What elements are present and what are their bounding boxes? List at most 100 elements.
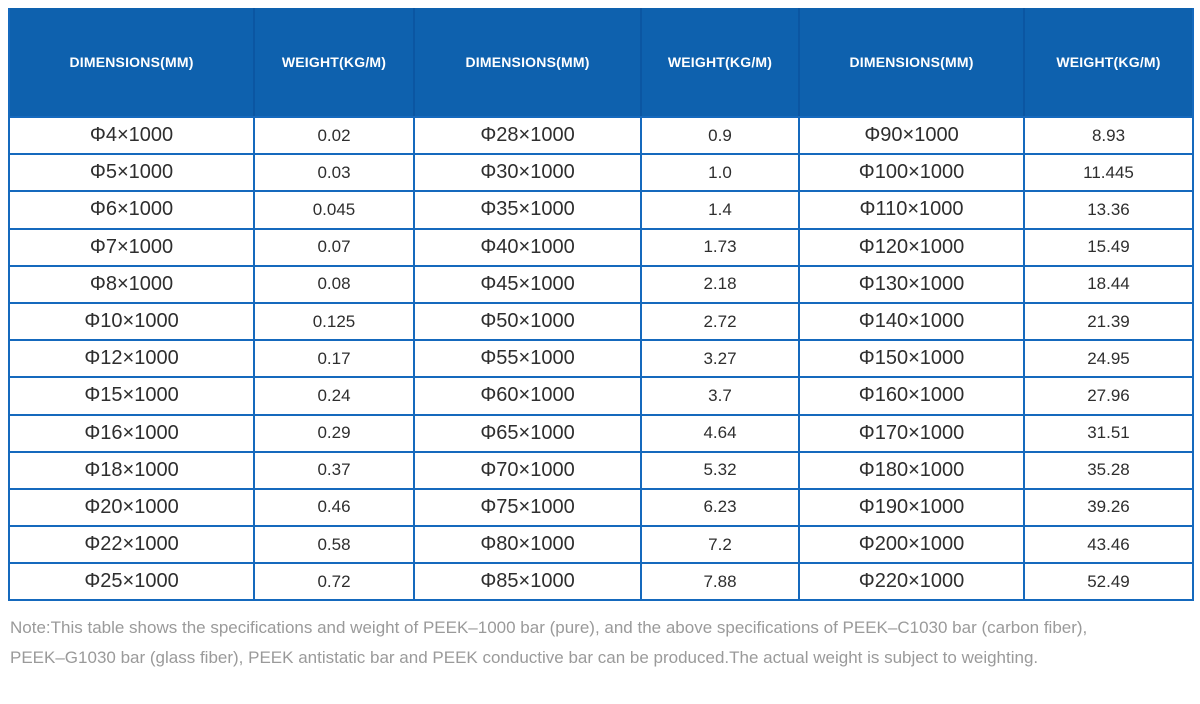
table-row: Φ12×1000 0.17 Φ55×1000 3.27 Φ150×1000 24.95	[8, 339, 1194, 379]
weight-cell: 31.51	[1023, 413, 1194, 453]
weight-cell: 1.0	[640, 153, 800, 193]
weight-cell: 1.73	[640, 227, 800, 267]
table-row: Φ8×1000 0.08 Φ45×1000 2.18 Φ130×1000 18.44	[8, 264, 1194, 304]
weight-cell: 0.24	[253, 376, 415, 416]
weight-cell: 18.44	[1023, 264, 1194, 304]
dimension-cell: Φ220×1000	[798, 562, 1025, 602]
table-row: Φ6×1000 0.045 Φ35×1000 1.4 Φ110×1000 13.36	[8, 190, 1194, 230]
weight-cell: 0.72	[253, 562, 415, 602]
weight-cell: 43.46	[1023, 525, 1194, 565]
weight-cell: 15.49	[1023, 227, 1194, 267]
table-row: Φ5×1000 0.03 Φ30×1000 1.0 Φ100×1000 11.445	[8, 153, 1194, 193]
dimension-cell: Φ7×1000	[8, 227, 255, 267]
dimension-cell: Φ10×1000	[8, 301, 255, 342]
weight-cell: 0.125	[253, 301, 415, 342]
weight-cell: 1.4	[640, 190, 800, 230]
table-header: DIMENSIONS(MM) WEIGHT(KG/M) DIMENSIONS(M…	[9, 8, 1193, 118]
weight-cell: 7.2	[640, 525, 800, 565]
dimension-cell: Φ20×1000	[8, 487, 255, 528]
weight-cell: 3.27	[640, 339, 800, 379]
weight-cell: 0.9	[640, 115, 800, 156]
dimension-cell: Φ180×1000	[798, 450, 1025, 490]
spec-table: DIMENSIONS(MM) WEIGHT(KG/M) DIMENSIONS(M…	[8, 8, 1194, 602]
weight-cell: 0.37	[253, 450, 415, 490]
dimension-cell: Φ22×1000	[8, 525, 255, 565]
dimension-cell: Φ190×1000	[798, 487, 1025, 528]
weight-cell: 24.95	[1023, 339, 1194, 379]
dimension-cell: Φ90×1000	[798, 115, 1025, 156]
weight-cell: 13.36	[1023, 190, 1194, 230]
dimension-cell: Φ170×1000	[798, 413, 1025, 453]
weight-cell: 0.02	[253, 115, 415, 156]
table-row: Φ22×1000 0.58 Φ80×1000 7.2 Φ200×1000 43.46	[8, 525, 1194, 565]
weight-cell: 0.17	[253, 339, 415, 379]
weight-cell: 5.32	[640, 450, 800, 490]
weight-cell: 0.58	[253, 525, 415, 565]
weight-cell: 21.39	[1023, 301, 1194, 342]
header-row: DIMENSIONS(MM) WEIGHT(KG/M) DIMENSIONS(M…	[9, 8, 1193, 118]
dimension-cell: Φ45×1000	[413, 264, 642, 304]
dimension-cell: Φ35×1000	[413, 190, 642, 230]
header-dimensions-1: DIMENSIONS(MM)	[9, 8, 254, 118]
dimension-cell: Φ75×1000	[413, 487, 642, 528]
dimension-cell: Φ12×1000	[8, 339, 255, 379]
header-dimensions-3: DIMENSIONS(MM)	[798, 8, 1024, 118]
weight-cell: 6.23	[640, 487, 800, 528]
table-row: Φ20×1000 0.46 Φ75×1000 6.23 Φ190×1000 39.26	[8, 487, 1194, 528]
table-row: Φ4×1000 0.02 Φ28×1000 0.9 Φ90×1000 8.93	[8, 115, 1194, 156]
dimension-cell: Φ4×1000	[8, 115, 255, 156]
weight-cell: 52.49	[1023, 562, 1194, 602]
dimension-cell: Φ110×1000	[798, 190, 1025, 230]
dimension-cell: Φ140×1000	[798, 301, 1025, 342]
weight-cell: 8.93	[1023, 115, 1194, 156]
weight-cell: 11.445	[1023, 153, 1194, 193]
weight-cell: 0.045	[253, 190, 415, 230]
header-weight-3: WEIGHT(KG/M)	[1023, 8, 1193, 118]
table-row: Φ10×1000 0.125 Φ50×1000 2.72 Φ140×1000 21.39	[8, 301, 1194, 342]
weight-cell: 4.64	[640, 413, 800, 453]
footnote-line-2: PEEK–G1030 bar (glass fiber), PEEK antis…	[10, 648, 1039, 668]
dimension-cell: Φ28×1000	[413, 115, 642, 156]
dimension-cell: Φ8×1000	[8, 264, 255, 304]
dimension-cell: Φ55×1000	[413, 339, 642, 379]
dimension-cell: Φ40×1000	[413, 227, 642, 267]
table-row: Φ25×1000 0.72 Φ85×1000 7.88 Φ220×1000 52.49	[8, 562, 1194, 602]
dimension-cell: Φ160×1000	[798, 376, 1025, 416]
dimension-cell: Φ130×1000	[798, 264, 1025, 304]
weight-cell: 27.96	[1023, 376, 1194, 416]
header-dimensions-2: DIMENSIONS(MM)	[413, 8, 641, 118]
dimension-cell: Φ120×1000	[798, 227, 1025, 267]
dimension-cell: Φ200×1000	[798, 525, 1025, 565]
dimension-cell: Φ80×1000	[413, 525, 642, 565]
dimension-cell: Φ18×1000	[8, 450, 255, 490]
header-weight-2: WEIGHT(KG/M)	[640, 8, 799, 118]
footnote: Note:This table shows the specifications…	[10, 613, 1192, 673]
dimension-cell: Φ16×1000	[8, 413, 255, 453]
weight-cell: 0.08	[253, 264, 415, 304]
dimension-cell: Φ60×1000	[413, 376, 642, 416]
dimension-cell: Φ25×1000	[8, 562, 255, 602]
table-row: Φ16×1000 0.29 Φ65×1000 4.64 Φ170×1000 31.51	[8, 413, 1194, 453]
page: DIMENSIONS(MM) WEIGHT(KG/M) DIMENSIONS(M…	[8, 8, 1194, 673]
footnote-line-1: Note:This table shows the specifications…	[10, 618, 1088, 638]
weight-cell: 7.88	[640, 562, 800, 602]
weight-cell: 39.26	[1023, 487, 1194, 528]
table-row: Φ18×1000 0.37 Φ70×1000 5.32 Φ180×1000 35.28	[8, 450, 1194, 490]
dimension-cell: Φ5×1000	[8, 153, 255, 193]
weight-cell: 35.28	[1023, 450, 1194, 490]
dimension-cell: Φ50×1000	[413, 301, 642, 342]
dimension-cell: Φ65×1000	[413, 413, 642, 453]
table-row: Φ7×1000 0.07 Φ40×1000 1.73 Φ120×1000 15.49	[8, 227, 1194, 267]
dimension-cell: Φ30×1000	[413, 153, 642, 193]
weight-cell: 2.72	[640, 301, 800, 342]
dimension-cell: Φ6×1000	[8, 190, 255, 230]
dimension-cell: Φ15×1000	[8, 376, 255, 416]
table-body: Φ4×1000 0.02 Φ28×1000 0.9 Φ90×1000 8.93 Φ5×100…	[8, 115, 1194, 602]
weight-cell: 0.29	[253, 413, 415, 453]
weight-cell: 0.07	[253, 227, 415, 267]
weight-cell: 0.46	[253, 487, 415, 528]
dimension-cell: Φ100×1000	[798, 153, 1025, 193]
weight-cell: 0.03	[253, 153, 415, 193]
table-row: Φ15×1000 0.24 Φ60×1000 3.7 Φ160×1000 27.96	[8, 376, 1194, 416]
dimension-cell: Φ70×1000	[413, 450, 642, 490]
